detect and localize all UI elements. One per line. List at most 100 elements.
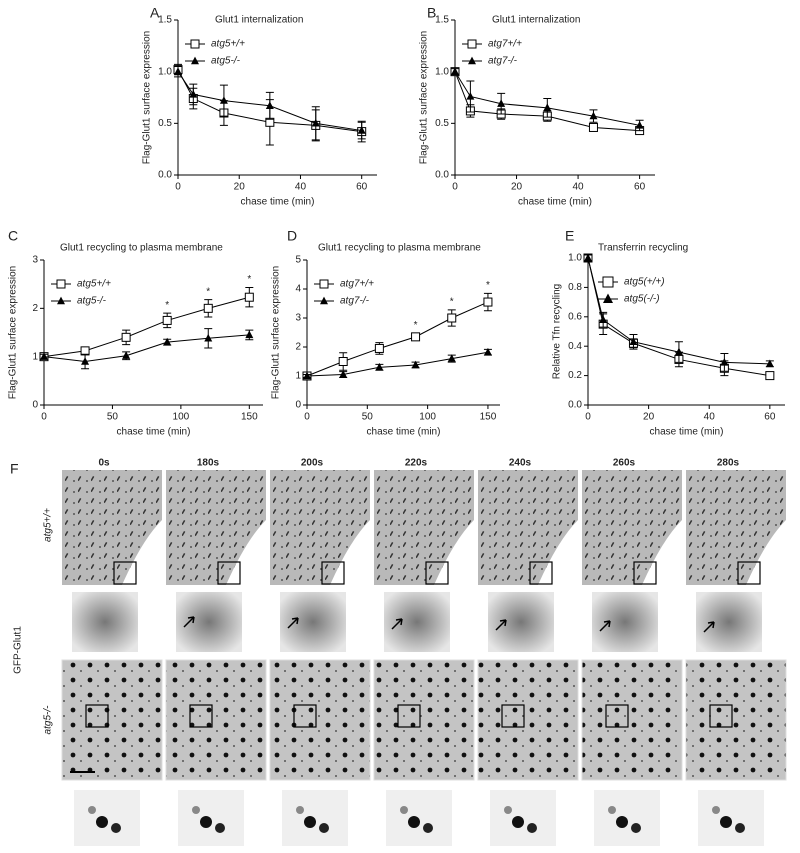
marker [629,337,638,345]
chart-title: Glut1 recycling to plasma membrane [60,243,223,254]
chart-title: Glut1 recycling to plasma membrane [318,243,481,254]
marker [338,357,348,366]
panel-label: C [8,228,18,244]
marker [162,315,172,325]
time-label: 200s [301,458,324,469]
chart-title: Glut1 internalization [215,15,303,26]
legend-marker [320,296,328,305]
marker [411,360,420,369]
vesicle [608,806,616,814]
legend-label: atg5-/- [77,296,107,307]
vesicle [408,816,420,828]
annotation: * [247,274,251,285]
cell-background [434,520,474,585]
marker [204,333,213,342]
marker [543,103,552,112]
vesicle [296,806,304,814]
marker [497,99,506,107]
zoom-image [698,790,764,846]
inset-box [737,561,761,585]
x-tick-label: 50 [362,412,374,423]
arrow [703,621,715,633]
marker [80,346,90,356]
legend-label: atg5+/+ [211,39,245,50]
zoom-image [72,592,138,652]
panel-label: B [427,5,436,21]
marker [121,332,131,342]
zoom-image [594,790,660,846]
marker [244,292,254,302]
y-tick-label: 4 [295,284,301,295]
legend-label: atg7-/- [488,56,518,67]
cell-background [746,520,786,585]
panel-label: F [10,461,19,477]
inset-box [293,704,317,728]
inset-box [85,704,109,728]
x-tick-label: 20 [511,182,523,193]
y-tick-label: 0.0 [158,170,172,181]
legend-label: atg7-/- [340,296,370,307]
x-tick-label: 40 [704,412,716,423]
marker [339,370,348,378]
cell-background [642,520,682,585]
vesicle [200,816,212,828]
chart-title: Glut1 internalization [492,15,580,26]
y-tick-label: 0 [295,400,301,411]
x-tick-label: 0 [41,412,47,423]
chart-title: Transferrin recycling [598,243,688,254]
marker [765,371,775,381]
series-line [177,71,362,132]
vesicle [111,823,121,833]
micrograph [685,659,787,781]
zoom-image [384,592,450,652]
marker [219,96,228,104]
y-tick-label: 3 [295,313,301,324]
series-line [43,334,250,363]
arrow [287,617,299,629]
vesicle [720,816,732,828]
legend-marker [56,279,66,289]
marker [483,347,492,356]
marker [265,101,274,109]
marker [81,357,90,365]
zoom-image [592,592,658,652]
x-tick-label: 100 [173,412,190,423]
marker [174,67,182,75]
marker [189,90,198,98]
inset-box [189,704,213,728]
y-tick-label: 1.0 [158,66,172,77]
series-line [177,69,362,133]
series-line [306,301,489,377]
marker [374,343,384,353]
y-axis-label: Flag-Glut1 surface expression [142,31,153,164]
y-tick-label: 1.5 [435,15,449,26]
vesicle [319,823,329,833]
x-axis-label: chase time (min) [241,197,315,208]
y-axis-label: Flag-Glut1 surface expression [271,266,282,399]
time-label: 280s [717,458,740,469]
vesicle [735,823,745,833]
y-tick-label: 2 [295,342,301,353]
vesicle [527,823,537,833]
marker [674,347,683,356]
zoom-image [282,790,348,846]
legend-label: atg5(-/-) [624,294,660,305]
arrow [599,620,611,632]
time-label: 180s [197,458,220,469]
marker [589,111,598,120]
y-tick-label: 0.5 [158,118,172,129]
marker [163,337,172,346]
vesicle [304,816,316,828]
marker [245,330,254,339]
panel-label: E [565,228,574,244]
x-tick-label: 100 [419,412,436,423]
marker [584,253,592,262]
marker [451,67,459,75]
marker [483,297,493,307]
inset-box [113,561,137,585]
legend-marker [191,56,199,65]
vesicle [192,806,200,814]
marker [635,121,644,129]
y-tick-label: 1.5 [158,15,172,26]
